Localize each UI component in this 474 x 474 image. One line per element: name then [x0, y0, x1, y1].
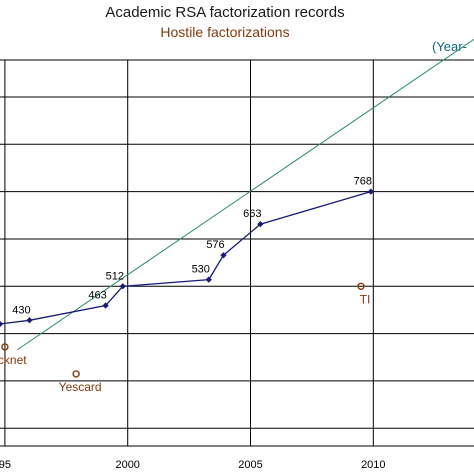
data-point — [205, 276, 212, 283]
data-point — [220, 252, 227, 259]
data-label: 576 — [206, 239, 224, 251]
data-label: 663 — [243, 208, 261, 220]
x-tick-label: 2010 — [361, 459, 385, 471]
data-point — [367, 188, 374, 195]
data-label: 430 — [12, 304, 30, 316]
trend-layer — [16, 38, 474, 351]
chart-subtitle: Hostile factorizations — [160, 24, 289, 40]
x-tick-label: 2000 — [115, 459, 139, 471]
data-label: 512 — [106, 270, 124, 282]
grid — [0, 59, 474, 447]
hostile-label: acknet — [0, 353, 27, 367]
hostile-label: TI — [360, 292, 371, 306]
x-axis-ticks: 95 2000 2005 2010 — [0, 459, 386, 471]
x-tick-label: 95 — [0, 459, 11, 471]
x-tick-label: 2005 — [238, 459, 262, 471]
hostile-point — [1, 343, 9, 351]
chart-title: Academic RSA factorization records — [105, 4, 344, 21]
data-point — [0, 320, 4, 328]
data-label: 768 — [354, 176, 372, 188]
hostile-point — [72, 370, 80, 378]
data-point — [26, 317, 33, 324]
hostile-layer: acknet Yescard TI — [0, 282, 371, 394]
series-line — [0, 190, 371, 325]
hostile-label: Yescard — [59, 380, 102, 394]
data-label: 463 — [88, 290, 106, 302]
hostile-point — [357, 282, 365, 290]
trend-label: (Year- — [432, 39, 467, 54]
data-label: 530 — [192, 264, 210, 276]
trend-line — [16, 38, 474, 351]
